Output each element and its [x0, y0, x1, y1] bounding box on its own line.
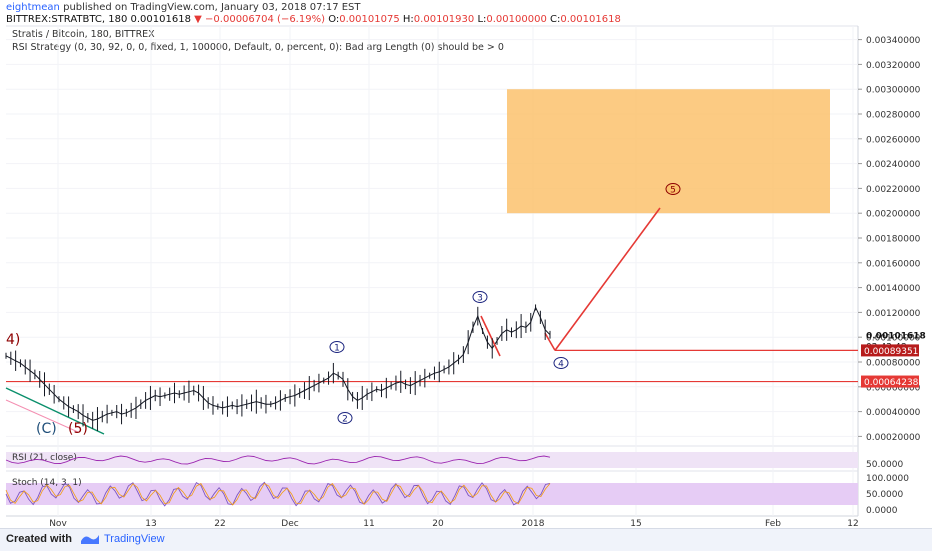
y-tick-label: 0.00240000: [866, 160, 921, 170]
y-tick-label: 0.00140000: [866, 284, 921, 294]
wave-label-circle: [665, 183, 681, 195]
lower-line-label: 0.00064238: [864, 378, 919, 388]
wave-5-projection: [554, 207, 661, 351]
trend-lines: [5, 387, 105, 435]
wave-label: 4: [558, 360, 564, 370]
rsi-label: RSI (21, close): [12, 453, 77, 463]
stoch-tick: 50.0000: [866, 490, 903, 500]
wave-label: 5: [670, 186, 676, 196]
wave-label-circle: [337, 412, 353, 424]
trend-line-pink: [5, 399, 79, 433]
y-tick-label: 0.00040000: [866, 408, 921, 418]
y-tick-label: 0.00320000: [866, 61, 921, 71]
close-label: C:: [550, 14, 561, 25]
target-zone[interactable]: [507, 89, 830, 214]
wave-label-circle: [553, 357, 569, 369]
x-tick-label: Nov: [49, 519, 67, 529]
horizontal-lines: [6, 349, 858, 383]
y-tick-label: 0.00060000: [866, 383, 921, 393]
change-value: −0.00006704 (−6.19%): [205, 14, 325, 25]
price-series: [5, 306, 551, 421]
x-tick-label: 13: [145, 519, 156, 529]
y-tick-label: 0.00180000: [866, 235, 921, 245]
close-value: 0.00101618: [560, 14, 621, 25]
rsi-pane: RSI (21, close) 50.0000: [5, 452, 903, 470]
wave-label: 3: [477, 294, 483, 304]
symbol-bar: BITTREX:STRATBTC, 180 0.00101618 ▼ −0.00…: [6, 14, 621, 26]
y-tick-label: 0.00080000: [866, 359, 921, 369]
x-tick-label: 20: [432, 519, 444, 529]
time-axis: Nov 13 22 Dec 11 20 2018 15 Feb 12: [49, 519, 859, 529]
wave-label: 2: [342, 415, 348, 425]
stoch-tick: 100.0000: [866, 474, 909, 484]
y-tick-label: 0.00220000: [866, 185, 921, 195]
stoch-d-line: [5, 482, 551, 506]
legend-title: Stratis / Bitcoin, 180, BITTREX: [12, 29, 155, 40]
x-tick-label: Dec: [281, 519, 298, 529]
last-price: 0.00101618: [130, 14, 191, 25]
author-link[interactable]: eightmean: [6, 2, 60, 13]
x-tick-label: Feb: [765, 519, 781, 529]
x-tick-label: 15: [630, 519, 641, 529]
upper-line-badge: [861, 344, 919, 357]
wave-label-left: 4): [6, 332, 20, 348]
wave-label: 1: [334, 344, 340, 354]
last-price-label: 0.00101618: [866, 332, 926, 342]
tradingview-brand[interactable]: TradingView: [104, 533, 165, 545]
y-tick-label: 0.00300000: [866, 86, 921, 96]
low-value: 0.00100000: [486, 14, 547, 25]
y-tick-label: 0.00120000: [866, 309, 921, 319]
y-tick-label: 0.00020000: [866, 433, 921, 443]
legend-strategy: RSI Strategy (0, 30, 92, 0, 0, fixed, 1,…: [12, 42, 504, 53]
stoch-tick: 0.0000: [866, 506, 898, 516]
rsi-tick: 50.0000: [866, 460, 903, 470]
rsi-line: [5, 455, 551, 465]
open-value: 0.00101075: [339, 14, 400, 25]
wave-labels: 1 2 3 4 5 4) (C) (5): [6, 183, 681, 437]
y-tick-label: 0.00340000: [866, 36, 921, 46]
high-label: H:: [402, 14, 414, 25]
high-value: 0.00101930: [413, 14, 475, 25]
down-arrow-icon: ▼: [194, 14, 202, 25]
low-label: L:: [477, 14, 487, 25]
publish-header: eightmean published on TradingView.com, …: [6, 2, 361, 14]
wave-label-circle: [472, 291, 488, 303]
wave-label-circle: [329, 341, 345, 353]
stoch-k-line: [5, 481, 551, 507]
upper-line-label: 0.00089351: [864, 347, 918, 357]
stoch-band: [6, 483, 858, 505]
wave-label-left: (5): [68, 421, 88, 437]
wave-3-4-line: [480, 315, 501, 357]
price-axis: 0.00340000 0.00320000 0.00300000 0.00280000…: [858, 36, 921, 443]
y-tick-label: 0.00100000: [866, 334, 921, 344]
lower-line-badge: [861, 375, 919, 388]
published-text: published on TradingView.com, January 03…: [63, 2, 361, 13]
x-tick-label: 22: [214, 519, 225, 529]
open-label: O:: [328, 14, 340, 25]
wave-projection: [480, 207, 661, 357]
y-tick-label: 0.00160000: [866, 259, 921, 269]
wave-drop-line: [544, 332, 556, 351]
wave-label-left: (C): [36, 421, 57, 437]
stoch-label: Stoch (14, 3, 1): [12, 478, 82, 488]
stoch-pane: Stoch (14, 3, 1) 100.0000 50.0000 0.0000: [5, 474, 909, 516]
symbol-name[interactable]: BITTREX:STRATBTC, 180: [6, 14, 128, 25]
y-tick-label: 0.00260000: [866, 135, 921, 145]
x-tick-label: 11: [363, 519, 374, 529]
y-tick-label: 0.00280000: [866, 111, 921, 121]
rsi-band: [6, 452, 858, 468]
x-tick-label: 12: [847, 519, 858, 529]
trend-line-green: [5, 387, 105, 435]
y-tick-label: 0.00200000: [866, 210, 921, 220]
created-with-text: Created with: [6, 533, 73, 545]
footer: Created with TradingView: [0, 528, 932, 551]
x-tick-label: 2018: [522, 519, 545, 529]
tradingview-logo-icon: [81, 535, 99, 544]
price-bars: [5, 304, 551, 432]
